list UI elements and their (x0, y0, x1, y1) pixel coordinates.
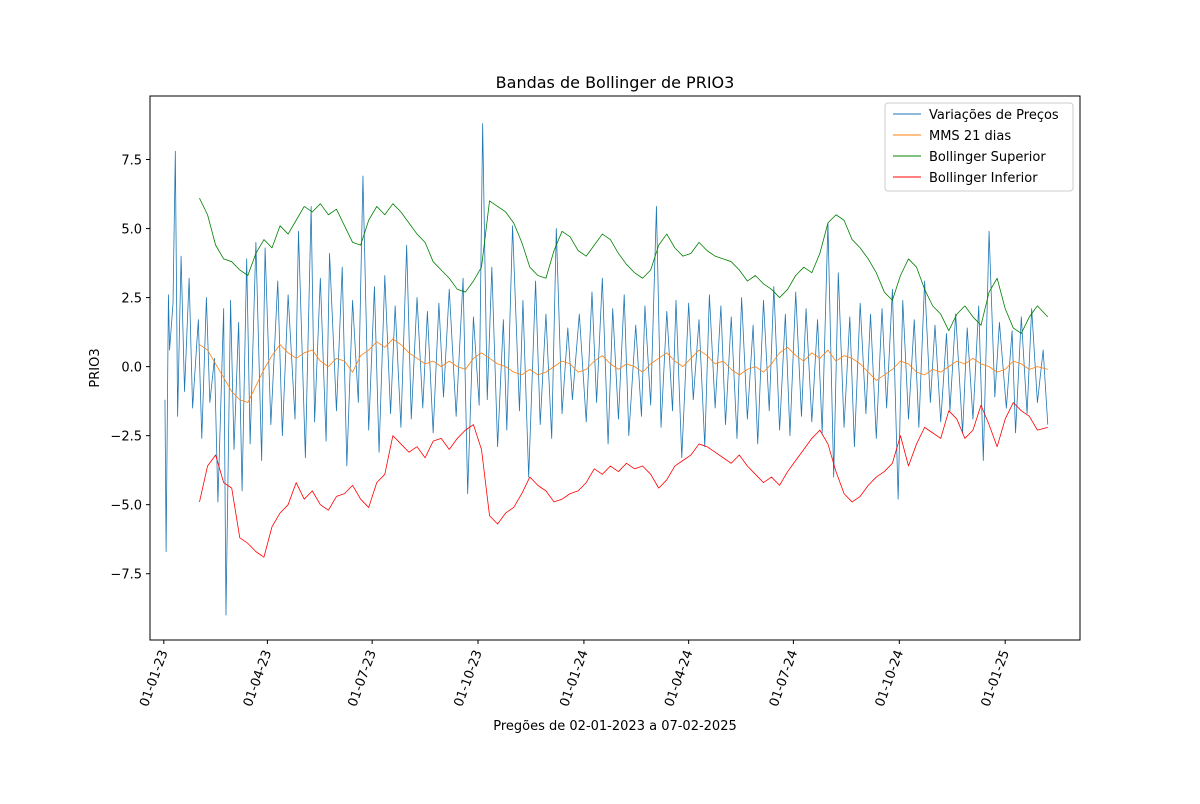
x-axis: 01-01-23 01-04-23 01-07-23 01-10-23 01-01-24… (137, 640, 1013, 709)
x-tick-label: 01-01-23 (137, 648, 171, 709)
x-tick-label: 01-01-24 (557, 648, 591, 709)
y-tick-label: 0.0 (121, 361, 142, 376)
plot-area (164, 123, 1049, 616)
x-tick-label: 01-10-23 (451, 648, 485, 709)
y-tick-label: −5.0 (110, 499, 142, 514)
x-axis-label: Pregões de 02-01-2023 a 07-02-2025 (493, 719, 737, 734)
series-line-variacoes-de-precos (164, 123, 1049, 616)
y-axis: −7.5 −5.0 −2.5 0.0 2.5 5.0 7.5 (110, 154, 150, 583)
y-tick-label: 5.0 (121, 223, 142, 238)
series-line-bollinger-superior (199, 197, 1049, 334)
x-tick-label: 01-04-23 (241, 648, 275, 709)
x-tick-label: 01-07-24 (767, 648, 801, 709)
y-tick-label: −7.5 (110, 568, 142, 583)
chart-title: Bandas de Bollinger de PRIO3 (496, 73, 735, 92)
x-tick-label: 01-10-24 (873, 648, 907, 709)
x-tick-label: 01-01-25 (979, 648, 1013, 709)
plot-frame (149, 95, 1081, 641)
series-line-bollinger-inferior (199, 402, 1048, 558)
legend-label-variacoes-de-precos: Variações de Preços (929, 108, 1059, 123)
legend-box (884, 102, 1074, 192)
series-line-mms-21-dias (199, 338, 1048, 403)
x-tick-label: 01-07-23 (346, 648, 380, 709)
y-axis-label: PRIO3 (88, 348, 103, 387)
legend-label-bollinger-inferior: Bollinger Inferior (929, 171, 1038, 186)
legend: Variações de Preços MMS 21 dias Bollinger … (884, 102, 1074, 192)
y-tick-label: 2.5 (121, 292, 142, 307)
legend-label-bollinger-superior: Bollinger Superior (929, 150, 1046, 165)
y-tick-label: 7.5 (121, 154, 142, 169)
legend-label-mms-21-dias: MMS 21 dias (929, 129, 1011, 144)
x-tick-label: 01-04-24 (662, 648, 696, 709)
y-tick-label: −2.5 (110, 430, 142, 445)
